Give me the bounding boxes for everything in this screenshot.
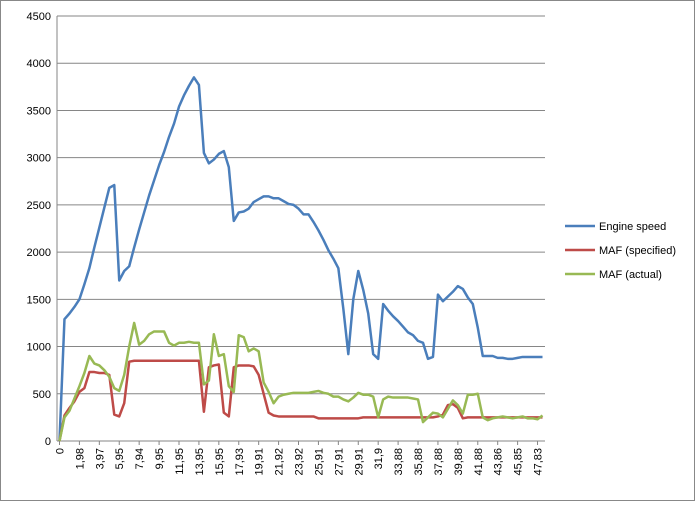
x-tick-label: 47,83 <box>533 448 545 476</box>
series-line <box>58 321 544 442</box>
x-tick-label: 7,94 <box>134 448 146 469</box>
x-tick-label: 29,91 <box>353 448 365 476</box>
legend-label: MAF (actual) <box>599 269 662 281</box>
x-tick-label: 5,95 <box>114 448 126 469</box>
legend-label: Engine speed <box>599 221 666 233</box>
x-tick-label: 9,95 <box>154 448 166 469</box>
series-line <box>58 76 543 442</box>
x-tick-label: 43,86 <box>493 448 505 476</box>
y-tick-label: 3000 <box>27 153 51 165</box>
x-tick-label: 21,92 <box>274 448 286 476</box>
y-tick-label: 4500 <box>27 11 51 23</box>
x-tick-label: 35,88 <box>413 448 425 476</box>
y-tick-label: 1500 <box>27 294 51 306</box>
y-tick-label: 3500 <box>27 105 51 117</box>
y-tick-label: 0 <box>45 436 51 448</box>
x-tick-label: 37,88 <box>433 448 445 476</box>
x-tick-label: 41,88 <box>473 448 485 476</box>
x-tick-label: 45,85 <box>513 448 525 476</box>
x-tick-label: 25,91 <box>313 448 325 476</box>
y-tick-label: 2000 <box>27 247 51 259</box>
x-tick-label: 17,93 <box>234 448 246 476</box>
x-tick-label: 1,98 <box>74 448 86 469</box>
x-tick-label: 33,88 <box>393 448 405 476</box>
x-tick-label: 39,88 <box>453 448 465 476</box>
x-tick-label: 13,95 <box>194 448 206 476</box>
y-tick-label: 4000 <box>27 58 51 70</box>
x-tick-label: 23,92 <box>294 448 306 476</box>
y-tick-label: 2500 <box>27 200 51 212</box>
y-tick-label: 1000 <box>27 342 51 354</box>
series-line <box>58 359 543 442</box>
x-tick-label: 11,95 <box>174 448 186 475</box>
x-tick-label: 27,91 <box>333 448 345 476</box>
y-tick-label: 500 <box>33 389 51 401</box>
x-tick-label: 15,95 <box>214 448 226 476</box>
x-tick-label: 31,9 <box>373 448 385 469</box>
x-tick-label: 0 <box>54 448 66 454</box>
x-tick-label: 3,97 <box>94 448 106 469</box>
legend-label: MAF (specified) <box>599 245 676 257</box>
x-tick-label: 19,91 <box>254 448 266 476</box>
